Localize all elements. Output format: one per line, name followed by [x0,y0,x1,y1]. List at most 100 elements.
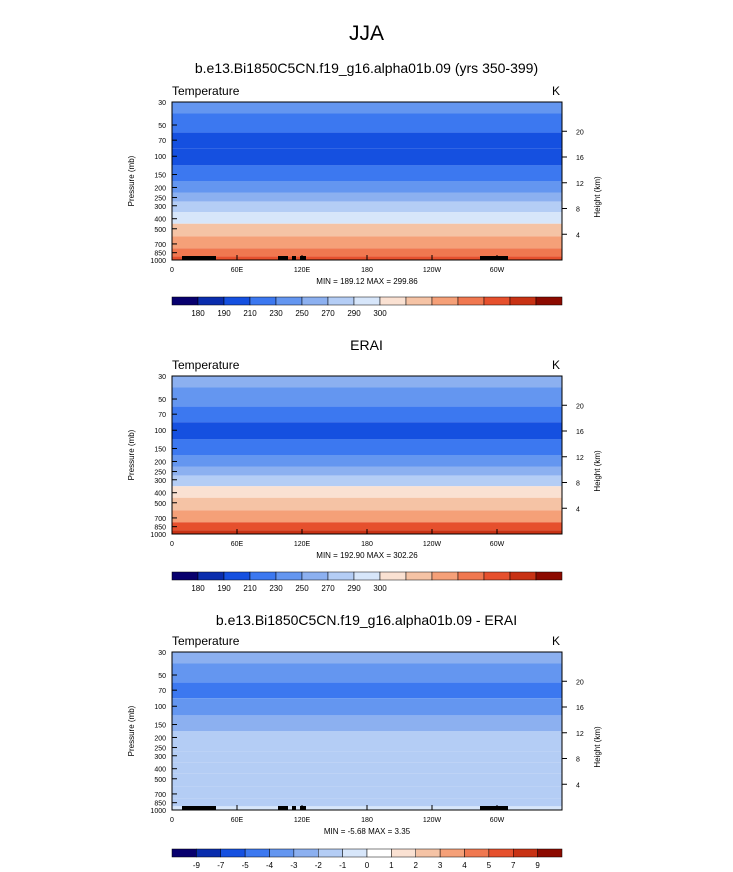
y-tick-label: 70 [158,138,166,145]
y-tick-label: 1000 [150,258,166,265]
x-tick-label: 120W [423,267,442,274]
y-tick-label: 200 [154,459,166,466]
y-axis-title: Pressure (mb) [127,705,136,756]
colorbar-swatch [223,296,251,306]
colorbar-label: 190 [217,584,231,593]
contour-band [172,223,562,237]
x-tick-label: 0 [170,541,174,548]
colorbar-swatch [537,848,563,858]
colorbar-label: -1 [339,861,347,870]
y-tick-label: 50 [158,397,166,404]
y-tick-label: 300 [154,204,166,211]
colorbar-swatch [457,571,485,581]
x-tick-label: 60W [490,267,505,274]
topography-mask [278,256,288,260]
height-tick-label: 20 [576,129,584,136]
y-tick-label: 700 [154,516,166,523]
colorbar-label: 290 [347,584,361,593]
colorbar-label: 300 [373,584,387,593]
colorbar-label: -5 [242,861,250,870]
contour-band [172,181,562,193]
colorbar-swatch [513,848,538,858]
colorbar-swatch [171,571,199,581]
colorbar-swatch [509,296,537,306]
contour-band [172,773,562,787]
height-tick-label: 8 [576,757,580,764]
colorbar-label: 300 [373,309,387,318]
contour-band [172,486,562,498]
colorbar-label: 270 [321,584,335,593]
x-tick-label: 120E [294,817,311,824]
height-tick-label: 16 [576,705,584,712]
colorbar-label: -7 [217,861,225,870]
y-tick-label: 30 [158,650,166,657]
y-tick-label: 70 [158,688,166,695]
contour-band [172,715,562,731]
panel-title-obs: ERAI [350,337,383,353]
y-tick-label: 850 [154,251,166,258]
height-tick-label: 4 [576,506,580,513]
units-label: K [552,84,560,98]
variable-label: Temperature [172,634,240,648]
colorbar-swatch [379,296,407,306]
topography-mask [292,256,296,260]
colorbar-label: 5 [487,861,492,870]
contour-band [172,682,562,699]
y-tick-label: 70 [158,412,166,419]
colorbar-label: 4 [462,861,467,870]
variable-label: Temperature [172,358,240,372]
contour-band [172,652,562,664]
colorbar-swatch [415,848,441,858]
colorbar-label: 3 [438,861,443,870]
y-tick-label: 150 [154,173,166,180]
contour-band [172,731,562,743]
topography-mask [480,256,508,260]
x-tick-label: 60E [231,267,244,274]
height-tick-label: 16 [576,155,584,162]
y-tick-label: 100 [154,428,166,435]
colorbar-swatch [275,571,303,581]
x-tick-label: 0 [170,267,174,274]
x-tick-label: 180 [361,267,373,274]
x-tick-label: 60E [231,817,244,824]
contour-band [172,148,562,166]
contour-band [172,455,562,467]
min-max-stats: MIN = -5.68 MAX = 3.35 [324,827,411,836]
contour-band [172,439,562,455]
colorbar-swatch [171,296,199,306]
y-tick-label: 250 [154,196,166,203]
contour-band [172,742,562,752]
colorbar-swatch [342,848,368,858]
contour-band [172,798,562,807]
colorbar-swatch [431,296,459,306]
colorbar-label: -9 [193,861,201,870]
colorbar-swatch [535,296,563,306]
y-tick-label: 400 [154,217,166,224]
x-tick-label: 120W [423,541,442,548]
right-axis-title: Height (km) [593,450,602,492]
contour-band [172,497,562,511]
colorbar-swatch [483,571,511,581]
colorbar-swatch [318,848,343,858]
y-tick-label: 100 [154,154,166,161]
contour-band [172,376,562,388]
y-tick-label: 200 [154,185,166,192]
colorbar-label: 7 [511,861,516,870]
contour-band [172,406,562,423]
contour-band [172,786,562,799]
y-tick-label: 250 [154,746,166,753]
x-tick-label: 120W [423,817,442,824]
colorbar-label: 230 [269,584,283,593]
contour-band [172,387,562,407]
contour-band [172,192,562,202]
y-tick-label: 200 [154,735,166,742]
contour-band [172,102,562,114]
min-max-stats: MIN = 192.90 MAX = 302.26 [316,551,418,560]
contour-band [172,422,562,440]
y-tick-label: 850 [154,801,166,808]
topography-mask [300,256,306,260]
y-tick-label: 100 [154,704,166,711]
contour-band [172,522,562,531]
variable-label: Temperature [172,84,240,98]
